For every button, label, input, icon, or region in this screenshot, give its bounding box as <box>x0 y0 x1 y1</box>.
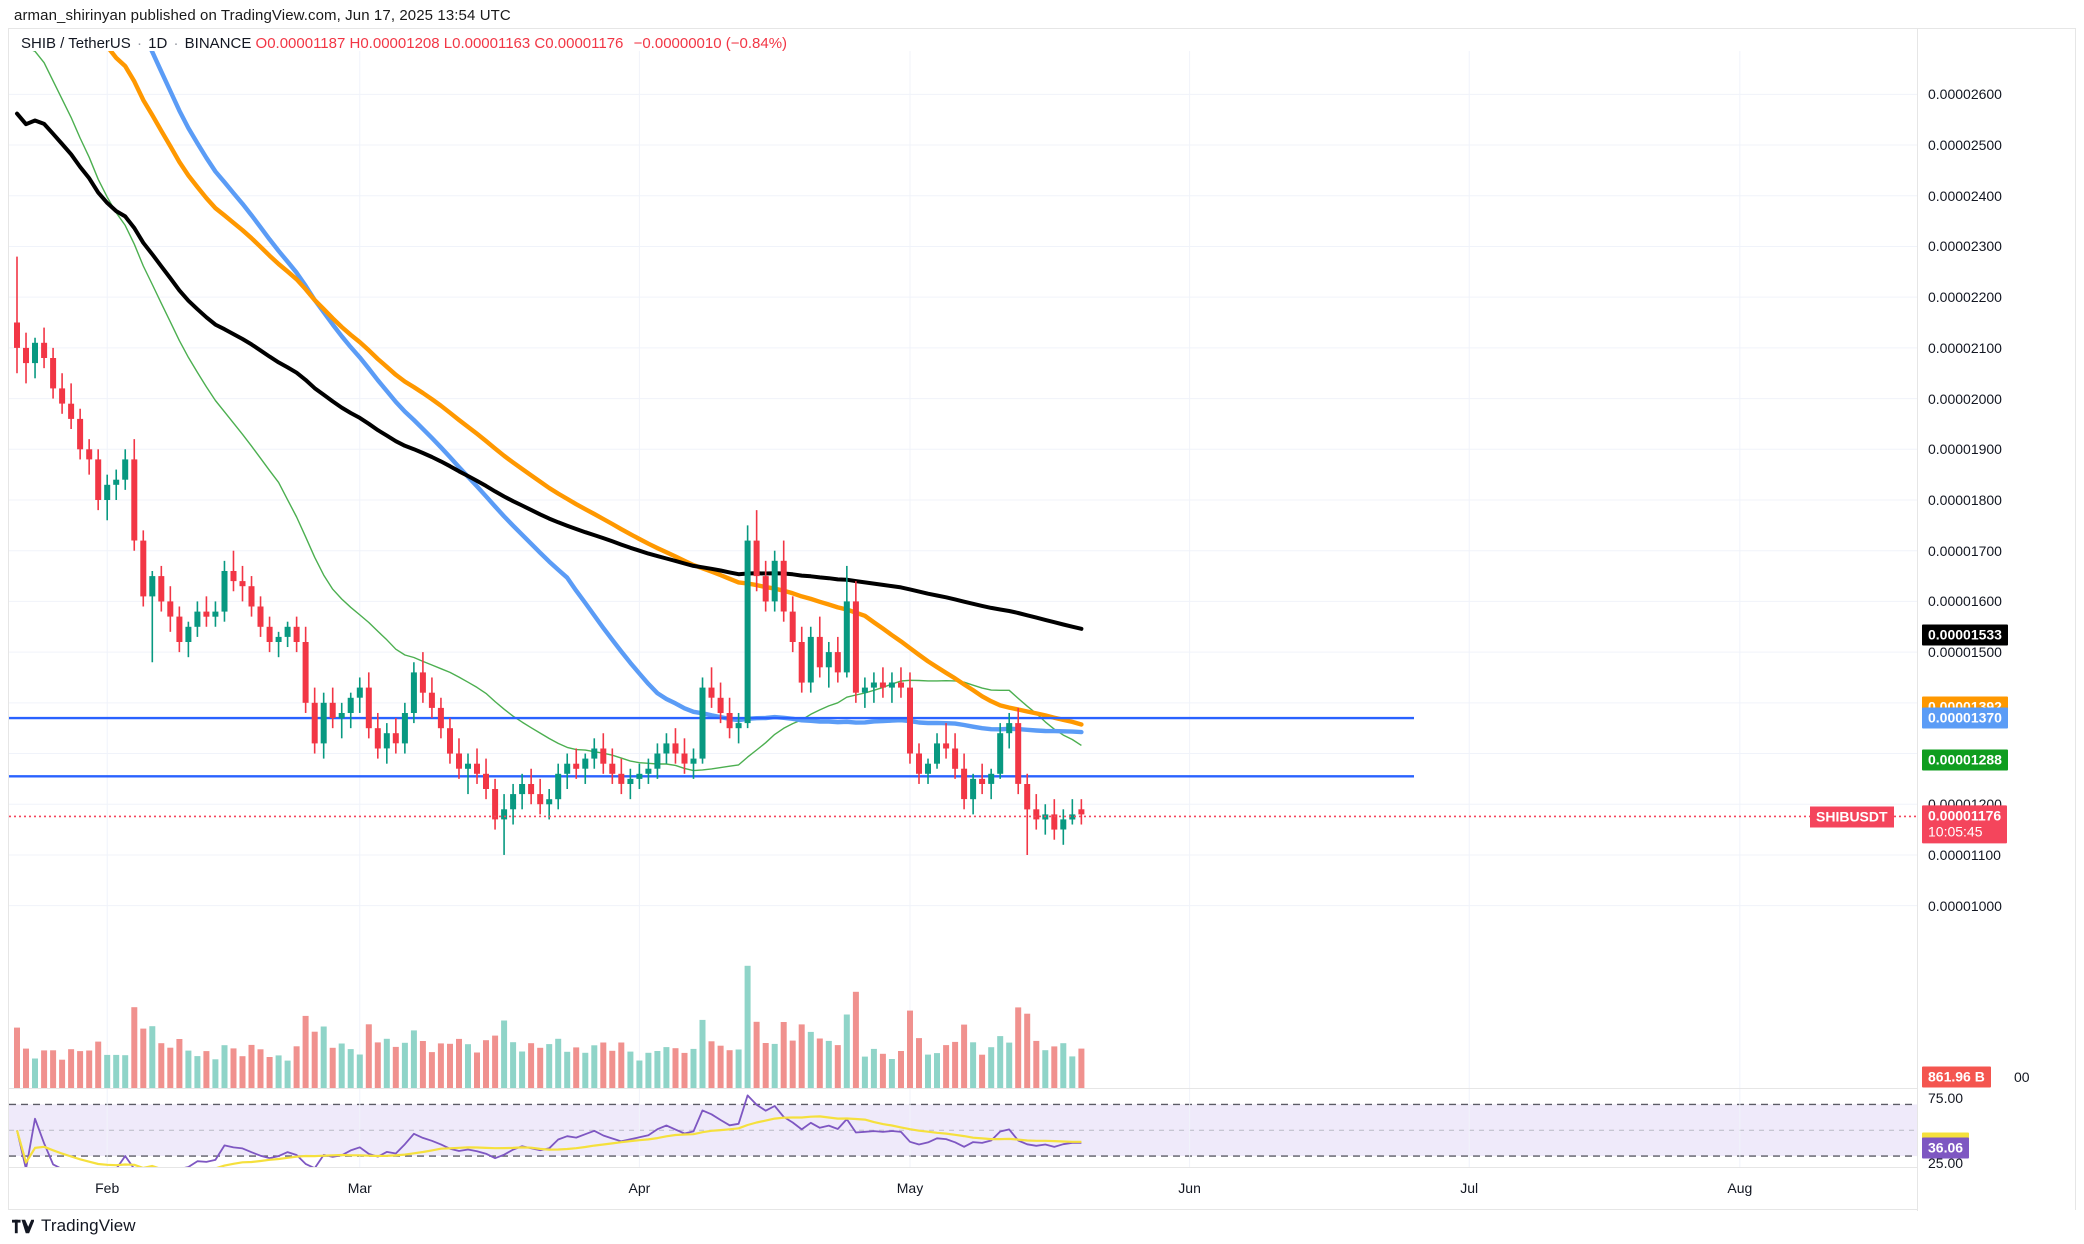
legend-low-label: L <box>443 35 453 52</box>
price-axis[interactable]: 0.00002600 0.00002500 0.00002400 0.00002300… <box>1810 29 2075 1211</box>
legend-symbol[interactable]: SHIB / TetherUS <box>21 35 131 52</box>
chart-legend: SHIB / TetherUS · 1D · BINANCE O0.000011… <box>21 35 787 52</box>
price-tick-0-00001800: 0.00001800 <box>1928 492 2002 508</box>
legend-open-value: 0.00001187 <box>267 35 346 52</box>
price-tick-0-00001900: 0.00001900 <box>1928 441 2002 458</box>
tradingview-wordmark: TradingView <box>41 1216 136 1235</box>
legend-change: −0.00000010 (−0.84%) <box>633 35 788 52</box>
badge-ma-black[interactable]: 0.00001533 <box>1922 624 2008 646</box>
symbol-tag: SHIBUSDT <box>1810 806 1894 828</box>
time-tick-may: May <box>896 1180 924 1196</box>
badge-rsi[interactable]: 36.06 <box>1922 1137 1970 1159</box>
time-tick-feb: Feb <box>95 1180 120 1196</box>
legend-open-label: O <box>255 35 268 52</box>
rsi-plot <box>9 1089 1919 1169</box>
price-pane[interactable] <box>9 51 1919 1089</box>
price-tick-0-00002500: 0.00002500 <box>1928 137 2002 154</box>
price-tick-0-00002200: 0.00002200 <box>1928 289 2002 306</box>
legend-sep-1: · <box>136 35 142 52</box>
price-tick-0-00002400: 0.00002400 <box>1928 187 2002 204</box>
tradingview-mark-icon <box>12 1219 34 1233</box>
badge-ma-green[interactable]: 0.00001288 <box>1922 749 2008 771</box>
pane-divider <box>9 1088 1919 1089</box>
badge-last-price[interactable]: 0.00001176 10:05:45 <box>1922 805 2008 843</box>
legend-interval[interactable]: 1D <box>148 35 168 52</box>
badge-last-price-countdown: 10:05:45 <box>1928 823 1983 840</box>
legend-low-value: 0.00001163 <box>452 35 531 52</box>
legend-high-value: 0.00001208 <box>360 35 440 52</box>
time-axis[interactable]: Feb Mar Apr May Jun Jul Aug <box>9 1167 1919 1209</box>
price-plot <box>9 51 1919 1089</box>
price-tick-0-00001600: 0.00001600 <box>1928 593 2002 610</box>
chart-frame: SHIB / TetherUS · 1D · BINANCE O0.000011… <box>8 28 2076 1211</box>
badge-volume[interactable]: 861.96 B <box>1922 1066 1991 1088</box>
legend-close-value: 0.00001176 <box>545 35 624 52</box>
price-tick-0-00001700: 0.00001700 <box>1928 542 2002 559</box>
price-tick-0-00001100: 0.00001100 <box>1928 846 2001 863</box>
price-tick-0-00002000: 0.00002000 <box>1928 390 2002 407</box>
price-tick-0-00002300: 0.00002300 <box>1928 238 2002 255</box>
time-tick-mar: Mar <box>347 1180 372 1196</box>
time-tick-apr: Apr <box>628 1180 651 1196</box>
legend-exchange[interactable]: BINANCE <box>184 35 252 52</box>
badge-ma-blue[interactable]: 0.00001370 <box>1922 707 2008 729</box>
price-tick-0-00002100: 0.00002100 <box>1928 339 2002 356</box>
attribution-text: arman_shirinyan published on TradingView… <box>14 7 511 24</box>
legend-high-label: H <box>349 35 361 52</box>
price-tick-0-00002600: 0.00002600 <box>1928 86 2002 103</box>
rsi-tick-75: 75.00 <box>1928 1090 1964 1107</box>
price-tick-0-00001500: 0.00001500 <box>1928 644 2002 661</box>
time-tick-aug: Aug <box>1727 1180 1753 1196</box>
price-tick-0-00001000: 0.00001000 <box>1928 897 2002 914</box>
tradingview-logo[interactable]: TradingView <box>12 1216 136 1236</box>
rsi-pane[interactable] <box>9 1089 1919 1169</box>
time-tick-jun: Jun <box>1178 1180 1201 1196</box>
time-tick-jul: Jul <box>1460 1180 1479 1196</box>
legend-sep-2: · <box>173 35 179 52</box>
legend-close-label: C <box>534 35 546 52</box>
volume-axis-tick: 00 <box>2014 1069 2030 1085</box>
